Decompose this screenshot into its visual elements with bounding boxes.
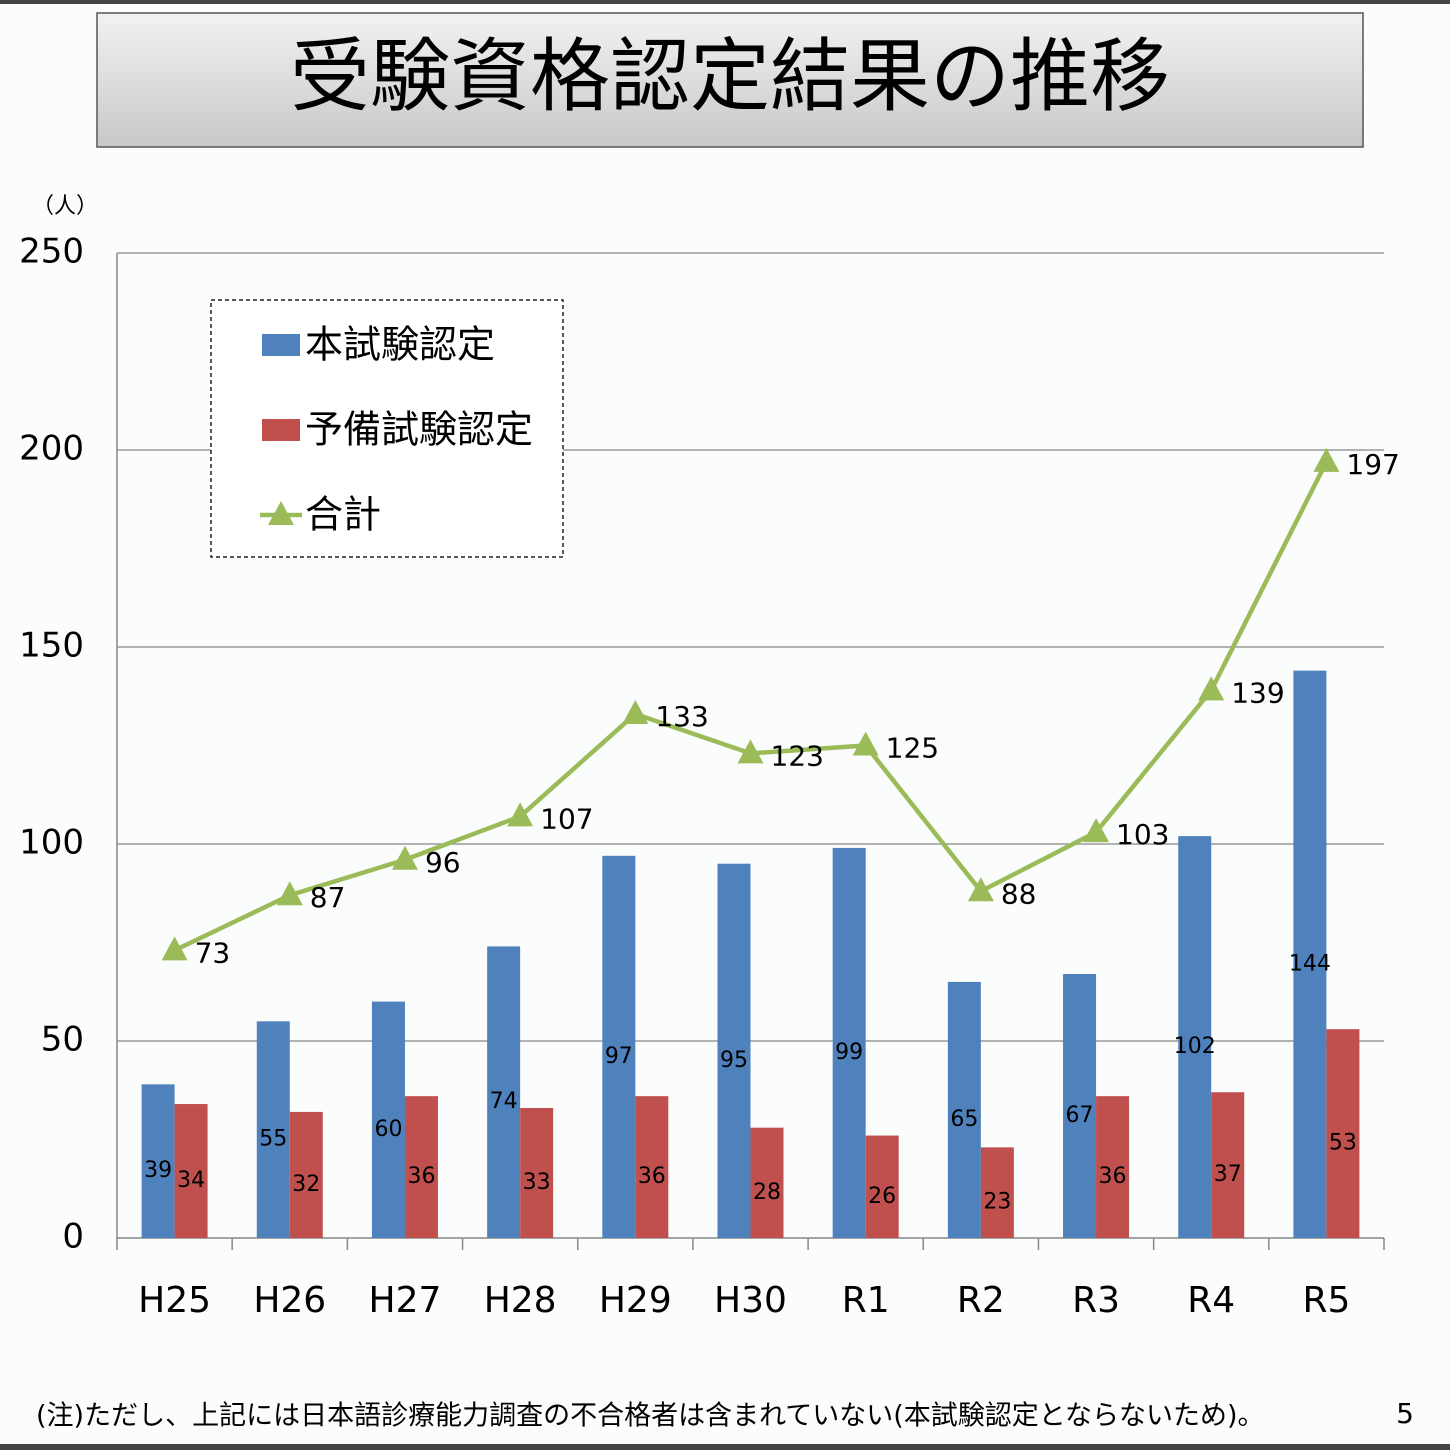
bar [520, 1107, 554, 1238]
bar [1326, 1029, 1360, 1238]
bar [256, 1021, 290, 1238]
marker [852, 731, 879, 756]
note: (注)ただし、上記には日本語診療能力調査の不合格者は含まれていない(本試験認定と… [36, 1401, 1265, 1432]
value-label: 36 [407, 1164, 435, 1189]
value-label: 28 [753, 1180, 781, 1205]
value-label: 102 [1174, 1034, 1216, 1059]
legend-swatch [262, 334, 300, 356]
bar [602, 855, 636, 1238]
value-label: 26 [868, 1184, 896, 1209]
value-label: 96 [425, 846, 461, 879]
y-tick-label: 200 [19, 429, 84, 469]
marker [737, 739, 764, 764]
x-tick-label: H29 [599, 1280, 672, 1321]
value-label: 34 [177, 1168, 205, 1193]
value-label: 97 [605, 1044, 633, 1069]
bar [371, 1001, 405, 1238]
legend-label: 予備試験認定 [305, 408, 533, 452]
value-label: 36 [638, 1164, 666, 1189]
value-label: 60 [374, 1117, 402, 1142]
value-label: 144 [1289, 951, 1331, 976]
bar [404, 1096, 438, 1238]
marker [622, 699, 649, 724]
title: 受験資格認定結果の推移 [290, 30, 1170, 123]
value-label: 87 [310, 881, 346, 914]
x-tick-label: H25 [138, 1280, 211, 1321]
value-label: 37 [1214, 1162, 1242, 1187]
marker [276, 881, 303, 906]
marker [1313, 447, 1340, 472]
bar [174, 1104, 208, 1238]
value-label: 139 [1231, 676, 1284, 709]
y-tick-label: 100 [19, 823, 84, 863]
bar [947, 981, 981, 1238]
y-tick-label: 150 [19, 626, 84, 666]
bar [1063, 974, 1097, 1238]
marker [1198, 676, 1225, 701]
bar [487, 946, 521, 1238]
legend-label: 本試験認定 [305, 323, 495, 367]
bar [717, 863, 751, 1238]
value-label: 53 [1329, 1131, 1357, 1156]
value-label: 123 [771, 739, 824, 772]
bar [1096, 1096, 1130, 1238]
x-tick-label: H30 [714, 1280, 787, 1321]
x-tick-label: H27 [369, 1280, 442, 1321]
value-label: 39 [144, 1158, 172, 1183]
value-label: 99 [835, 1040, 863, 1065]
bar [865, 1135, 899, 1238]
x-tick-label: R4 [1187, 1280, 1235, 1321]
title-box [96, 12, 1364, 148]
marker [507, 802, 534, 827]
x-tick-label: R1 [842, 1280, 890, 1321]
y-axis-label: （人） [32, 194, 98, 219]
marker [1083, 818, 1110, 843]
x-tick-label: H28 [484, 1280, 557, 1321]
bar [980, 1147, 1014, 1238]
bar [289, 1111, 323, 1238]
top-bar [0, 0, 1450, 4]
value-label: 197 [1346, 448, 1399, 481]
marker [391, 845, 418, 870]
page-number: 5 [1396, 1397, 1414, 1430]
y-tick-label: 250 [19, 232, 84, 272]
value-label: 88 [1001, 877, 1037, 910]
value-label: 65 [950, 1107, 978, 1132]
bar [750, 1127, 784, 1238]
legend-swatch [268, 501, 294, 525]
value-label: 95 [720, 1048, 748, 1073]
value-label: 33 [523, 1170, 551, 1195]
bar [1211, 1092, 1245, 1238]
value-label: 103 [1116, 818, 1169, 851]
marker [161, 936, 188, 961]
value-label: 74 [490, 1089, 518, 1114]
value-label: 32 [292, 1172, 320, 1197]
x-tick-label: R2 [957, 1280, 1005, 1321]
legend-swatch [262, 419, 300, 441]
bar [141, 1084, 175, 1238]
legend-label: 合計 [305, 493, 381, 537]
value-label: 133 [655, 700, 708, 733]
bar [1293, 670, 1327, 1238]
y-tick-label: 50 [41, 1020, 84, 1060]
bar [832, 847, 866, 1238]
marker [967, 877, 994, 902]
value-label: 36 [1099, 1164, 1127, 1189]
x-tick-label: R3 [1072, 1280, 1120, 1321]
y-tick-label: 0 [62, 1217, 84, 1257]
value-label: 125 [886, 732, 939, 765]
value-label: 55 [259, 1127, 287, 1152]
value-label: 67 [1066, 1103, 1094, 1128]
x-tick-label: R5 [1302, 1280, 1350, 1321]
bar [1178, 836, 1212, 1238]
value-label: 23 [983, 1190, 1011, 1215]
bar [635, 1096, 669, 1238]
bottom-bar [0, 1444, 1450, 1450]
value-label: 73 [195, 936, 231, 969]
value-label: 107 [540, 802, 593, 835]
x-tick-label: H26 [253, 1280, 326, 1321]
